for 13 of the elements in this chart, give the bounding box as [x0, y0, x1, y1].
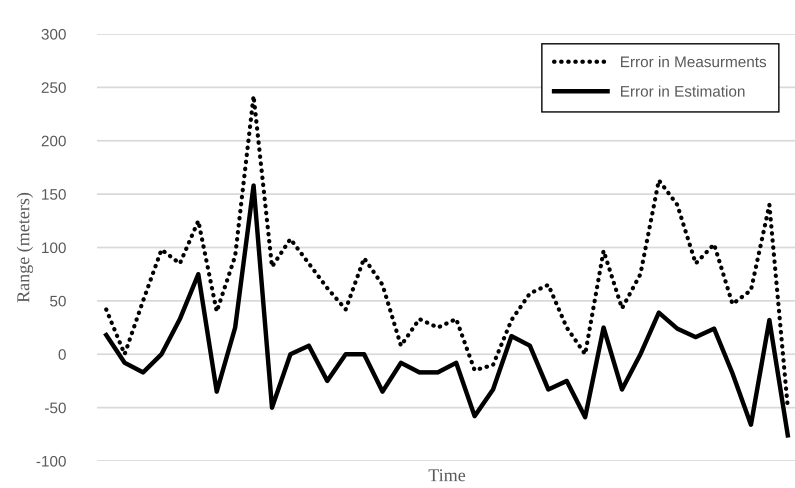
y-axis-title: Range (meters): [16, 192, 34, 302]
y-tick-label: 0: [58, 349, 66, 360]
y-tick-label: 50: [50, 296, 66, 307]
legend-label: Error in Measurments: [621, 56, 766, 68]
x-axis-title: Time: [428, 469, 466, 482]
y-tick-label: 100: [42, 242, 66, 254]
y-tick-label: 200: [42, 136, 66, 146]
legend-label: Error in Estimation: [621, 86, 744, 97]
y-tick-label: -50: [45, 402, 66, 414]
y-tick-label: -100: [36, 456, 66, 467]
y-tick-label: 150: [42, 188, 66, 200]
y-tick-label: 250: [42, 82, 66, 94]
y-tick-label: 300: [42, 28, 66, 40]
